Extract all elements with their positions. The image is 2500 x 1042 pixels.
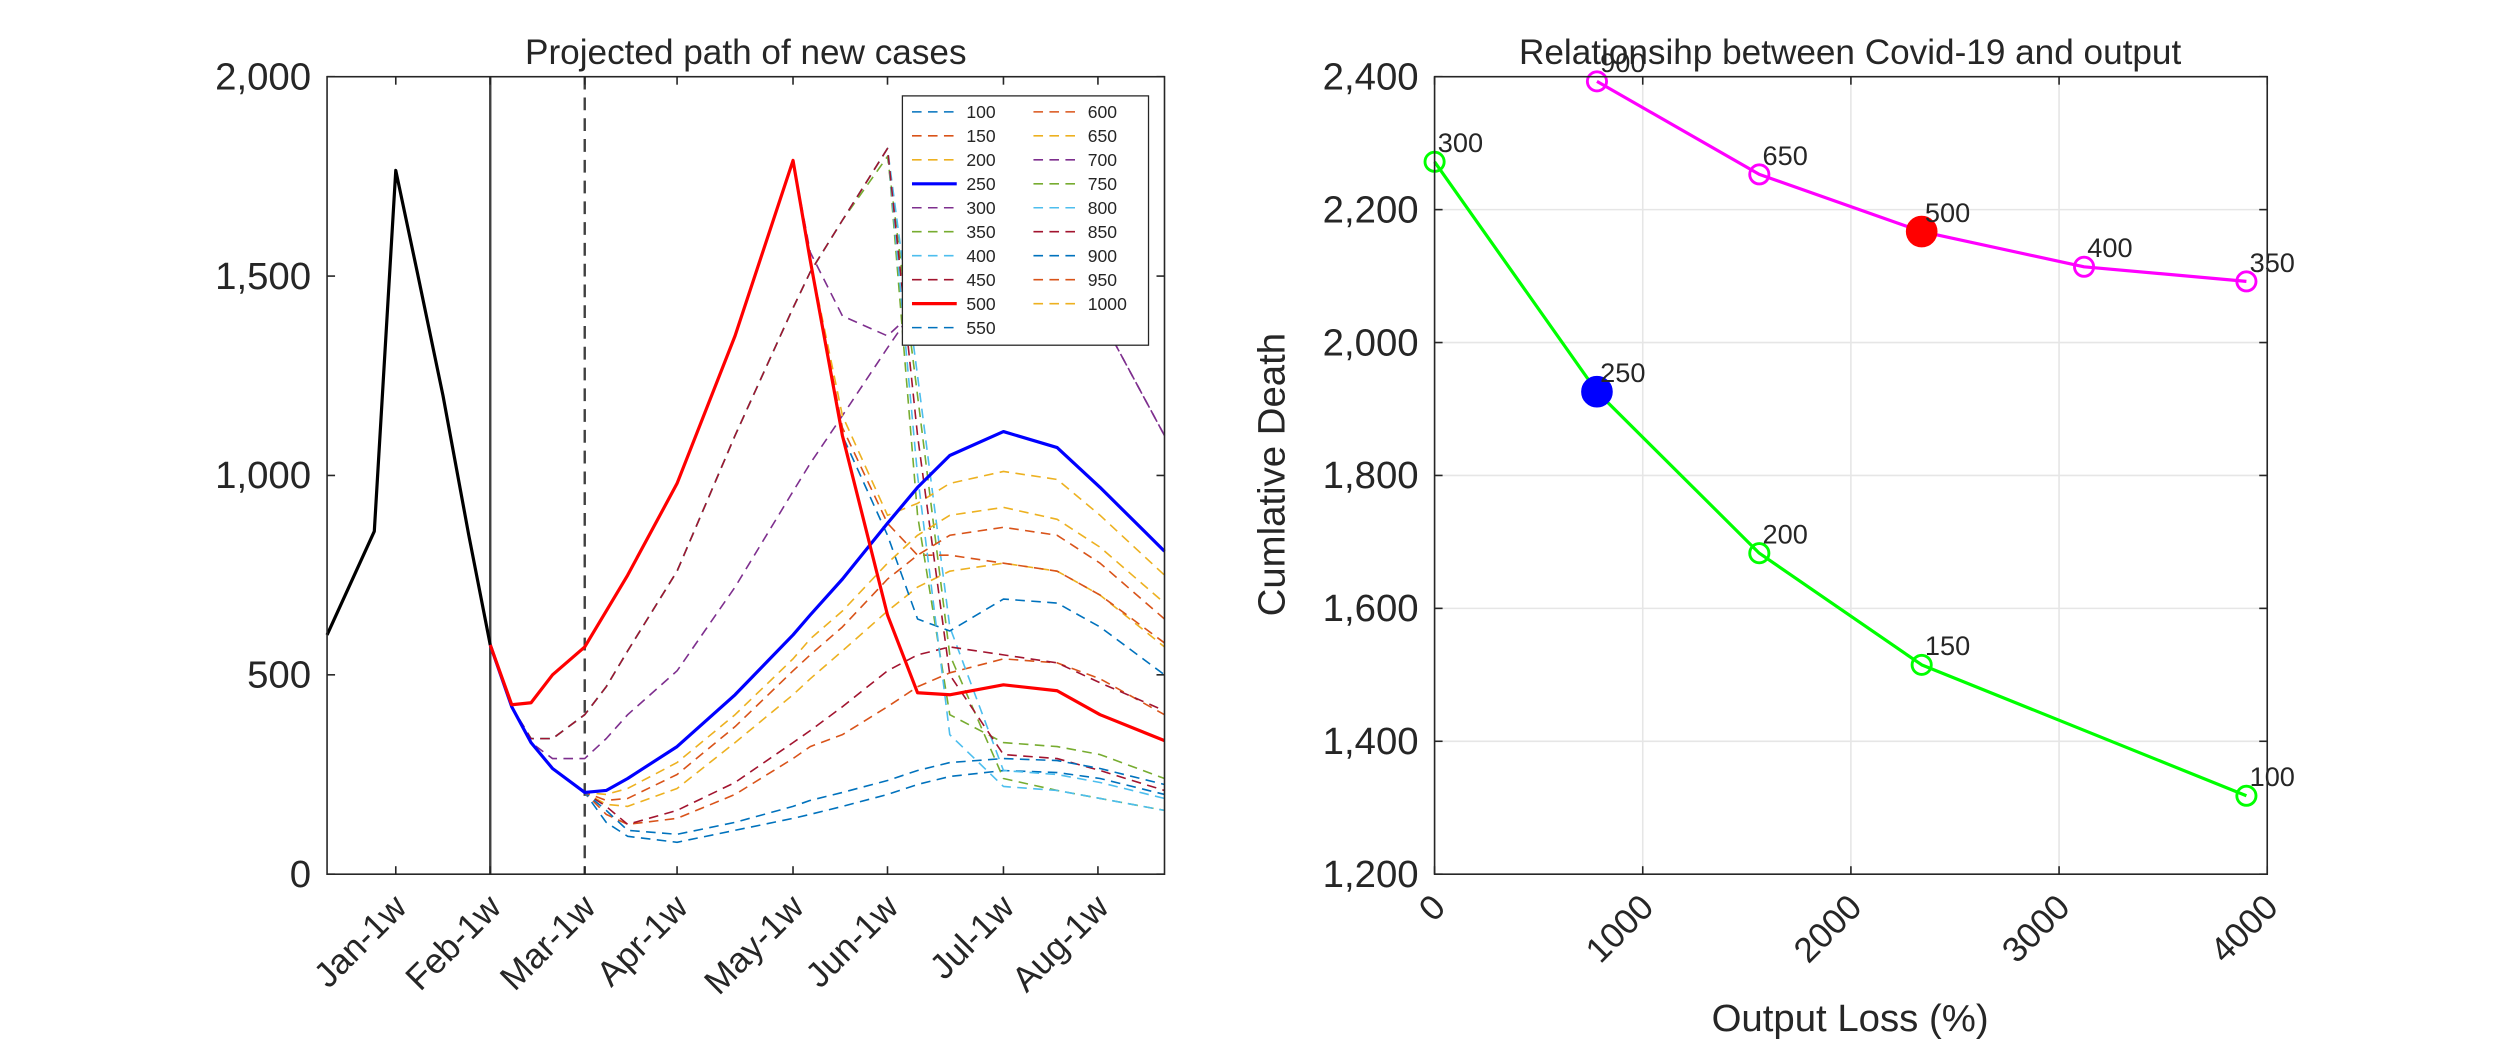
highlight-marker xyxy=(1581,375,1613,408)
chart-title: Relationsihp between Covid-19 and output xyxy=(1519,33,2182,72)
marker xyxy=(2073,255,2096,278)
legend-label: 600 xyxy=(1088,102,1118,122)
point-label: 100 xyxy=(2250,761,2295,792)
legend-label: 150 xyxy=(966,126,996,146)
point-label: 350 xyxy=(2250,247,2295,278)
y-tick-label: 2,400 xyxy=(1323,55,1419,98)
x-axis-label: Output Loss (%) xyxy=(1712,997,1989,1040)
legend-label: 200 xyxy=(966,150,996,170)
y-tick-label: 2,000 xyxy=(1323,321,1419,364)
legend-label: 250 xyxy=(966,174,996,194)
series-line xyxy=(489,147,1165,812)
y-axis-label: Cumlative Death xyxy=(1250,333,1293,616)
legend-label: 900 xyxy=(1088,246,1118,266)
point-label: 650 xyxy=(1763,140,1808,171)
legend-label: 100 xyxy=(966,102,996,122)
marker xyxy=(2235,784,2258,807)
y-tick-label: 1,000 xyxy=(215,454,311,497)
series-line xyxy=(1433,160,2248,798)
point-label: 200 xyxy=(1763,519,1808,550)
legend-label: 950 xyxy=(1088,270,1118,290)
point-label: 250 xyxy=(1600,357,1645,388)
legend-label: 750 xyxy=(1088,174,1118,194)
point-label: 150 xyxy=(1925,630,1970,661)
legend-label: 500 xyxy=(966,294,996,314)
legend-label: 1000 xyxy=(1088,294,1127,314)
highlight-marker xyxy=(1905,215,1938,248)
y-tick-label: 500 xyxy=(247,654,311,697)
y-tick-label: 2,000 xyxy=(215,55,311,98)
series-line xyxy=(489,644,1165,826)
series-line xyxy=(489,526,1166,802)
series-line xyxy=(489,644,1165,836)
chart-title: Projected path of new cases xyxy=(525,33,966,72)
y-tick-label: 1,500 xyxy=(215,255,311,298)
point-label: 400 xyxy=(2087,232,2132,263)
marker xyxy=(1910,653,1933,676)
legend-label: 850 xyxy=(1088,222,1118,242)
y-tick-label: 1,200 xyxy=(1323,853,1419,896)
point-label: 500 xyxy=(1925,197,1970,228)
legend-label: 550 xyxy=(966,318,996,338)
series-line xyxy=(489,155,1165,812)
y-tick-label: 0 xyxy=(290,853,311,896)
series-line xyxy=(489,147,1165,780)
legend-label: 700 xyxy=(1088,150,1118,170)
y-tick-label: 1,800 xyxy=(1323,454,1419,497)
series-line xyxy=(489,506,1166,796)
series-line xyxy=(488,158,1166,743)
point-label: 900 xyxy=(1600,47,1645,78)
point-label: 300 xyxy=(1438,127,1483,158)
legend-label: 300 xyxy=(966,198,996,218)
marker xyxy=(2235,270,2258,293)
marker xyxy=(1585,70,1608,93)
legend-label: 400 xyxy=(966,246,996,266)
series-line xyxy=(488,429,1166,795)
legend-label: 650 xyxy=(1088,126,1118,146)
marker xyxy=(1748,163,1771,186)
y-tick-label: 1,400 xyxy=(1323,720,1419,763)
legend-label: 450 xyxy=(966,270,996,290)
y-tick-label: 2,200 xyxy=(1323,188,1419,231)
y-tick-label: 1,600 xyxy=(1323,587,1419,630)
marker xyxy=(1748,542,1771,565)
series-line xyxy=(489,147,1165,800)
legend-label: 350 xyxy=(966,222,996,242)
legend-label: 800 xyxy=(1088,198,1118,218)
series-line xyxy=(325,168,492,646)
